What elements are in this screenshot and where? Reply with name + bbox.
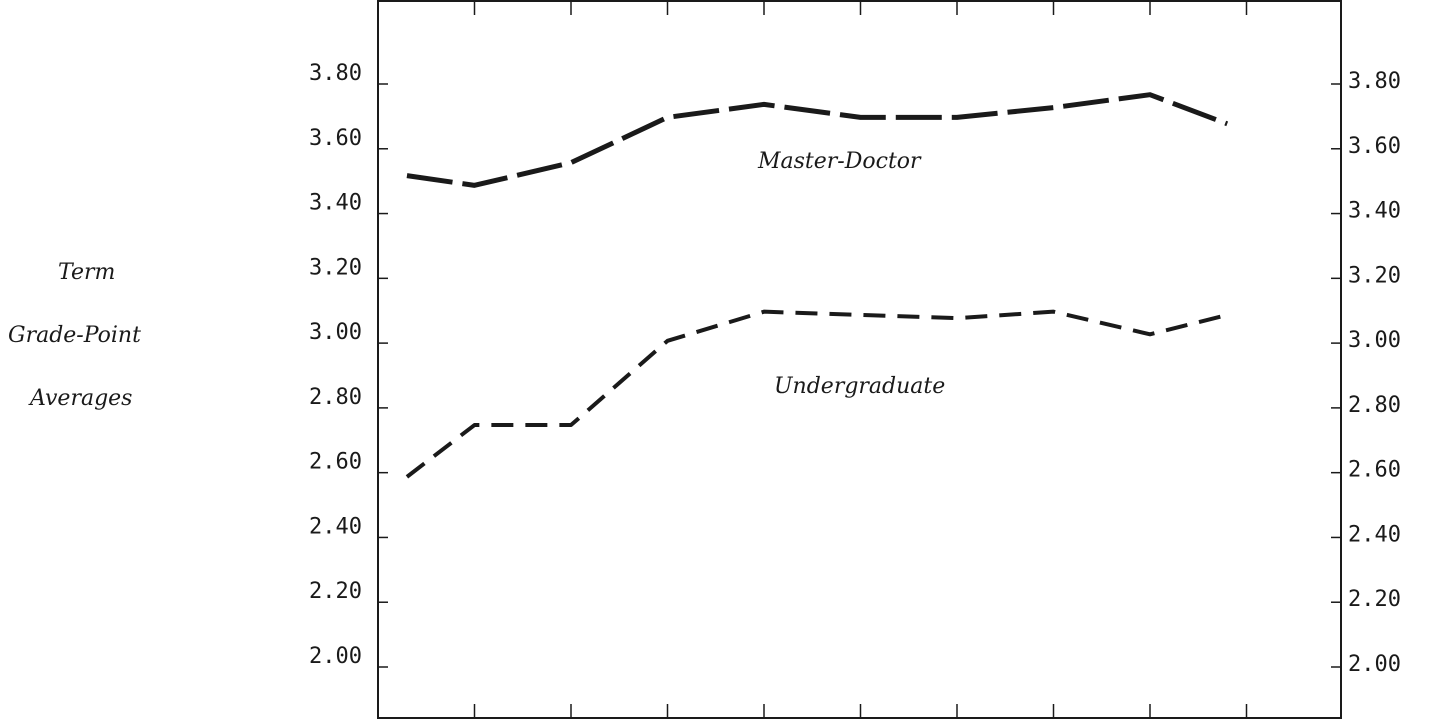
y-tick-label-right: 3.20 bbox=[1348, 263, 1401, 288]
y-tick-label-left: 2.00 bbox=[309, 644, 362, 669]
y-tick-label-right: 2.40 bbox=[1348, 522, 1401, 547]
x-tick-marks bbox=[473, 1, 1248, 718]
y-tick-label-left: 3.00 bbox=[309, 320, 362, 345]
y-tick-label-left: 2.80 bbox=[309, 385, 362, 410]
y-tick-label-left: 3.80 bbox=[309, 61, 362, 86]
y-tick-label-left: 3.60 bbox=[309, 126, 362, 151]
y-tick-label-right: 3.40 bbox=[1348, 199, 1401, 224]
y-tick-label-right: 3.00 bbox=[1348, 328, 1401, 353]
series-line-master-doctor bbox=[406, 92, 1229, 188]
series-label-undergraduate: Undergraduate bbox=[774, 374, 945, 399]
y-tick-label-right: 3.60 bbox=[1348, 134, 1401, 159]
y-tick-label-right: 2.80 bbox=[1348, 393, 1401, 418]
y-axis-title: Term Grade-Point Averages bbox=[8, 260, 141, 411]
y-axis-title-line: Term bbox=[58, 260, 115, 285]
y-tick-label-left: 3.20 bbox=[309, 255, 362, 280]
plot-frame bbox=[377, 0, 1342, 719]
y-axis-title-line: Averages bbox=[28, 386, 132, 411]
y-axis-title-line: Grade-Point bbox=[8, 323, 141, 348]
y-tick-label-left: 2.40 bbox=[309, 514, 362, 539]
y-tick-labels: 2.00 2.00 2.20 2.20 2.40 2.40 2.60 2.60 2.80 2.80… bbox=[309, 61, 1401, 677]
y-tick-marks bbox=[378, 83, 1341, 668]
y-tick-label-right: 3.80 bbox=[1348, 69, 1401, 94]
y-tick-label-left: 2.60 bbox=[309, 450, 362, 475]
series-line-undergraduate bbox=[405, 309, 1228, 479]
y-tick-label-right: 2.20 bbox=[1348, 587, 1401, 612]
series-labels: Master-Doctor Undergraduate bbox=[757, 149, 945, 399]
y-tick-label-left: 2.20 bbox=[309, 579, 362, 604]
y-tick-label-left: 3.40 bbox=[309, 191, 362, 216]
y-tick-label-right: 2.00 bbox=[1348, 652, 1401, 677]
series-label-master-doctor: Master-Doctor bbox=[757, 149, 922, 174]
y-tick-label-right: 2.60 bbox=[1348, 458, 1401, 483]
series-lines bbox=[405, 92, 1229, 479]
